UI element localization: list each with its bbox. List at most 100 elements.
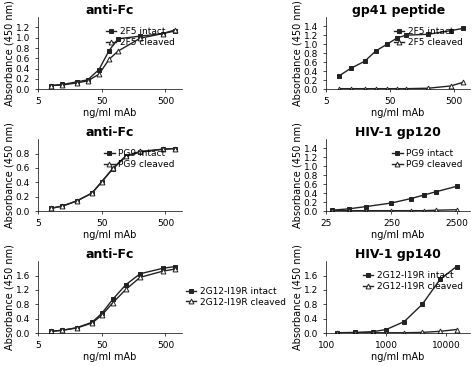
PG9 cleaved — [172, 146, 178, 151]
PG9 cleaved — [389, 209, 394, 213]
Line: 2G12-I19R cleaved: 2G12-I19R cleaved — [335, 327, 459, 335]
2G12-I19R intact — [137, 272, 143, 276]
PG9 intact — [172, 146, 178, 151]
2G12-I19R intact — [419, 302, 425, 307]
2F5 intact — [60, 82, 65, 87]
2F5 cleaved — [362, 86, 367, 91]
Y-axis label: Absorbance (450 nm): Absorbance (450 nm) — [292, 122, 302, 228]
2G12-I19R cleaved — [454, 327, 459, 332]
Line: 2F5 cleaved: 2F5 cleaved — [49, 27, 177, 88]
Legend: 2F5 intact, 2F5 cleaved: 2F5 intact, 2F5 cleaved — [105, 26, 176, 48]
2F5 cleaved — [73, 81, 79, 85]
2G12-I19R cleaved — [89, 321, 95, 325]
2G12-I19R intact — [352, 330, 358, 335]
2G12-I19R intact — [48, 329, 54, 333]
2F5 cleaved — [115, 49, 121, 53]
PG9 cleaved — [408, 209, 414, 213]
PG9 cleaved — [99, 179, 105, 184]
2F5 cleaved — [48, 83, 54, 88]
2F5 cleaved — [172, 28, 178, 32]
2G12-I19R intact — [89, 320, 95, 325]
Line: 2F5 cleaved: 2F5 cleaved — [337, 80, 465, 91]
Legend: 2G12-I19R intact, 2G12-I19R cleaved: 2G12-I19R intact, 2G12-I19R cleaved — [185, 286, 287, 307]
2F5 cleaved — [426, 86, 431, 90]
2G12-I19R cleaved — [160, 269, 165, 273]
2F5 cleaved — [403, 86, 409, 91]
PG9 cleaved — [160, 147, 165, 152]
PG9 intact — [48, 206, 54, 210]
2F5 intact — [85, 78, 91, 82]
PG9 cleaved — [110, 166, 116, 170]
2G12-I19R intact — [438, 277, 443, 281]
Title: gp41 peptide: gp41 peptide — [352, 4, 445, 17]
PG9 intact — [110, 167, 116, 171]
Y-axis label: Absorbance (450 nm): Absorbance (450 nm) — [292, 0, 302, 106]
2F5 cleaved — [96, 72, 102, 76]
PG9 cleaved — [60, 204, 65, 208]
Legend: 2G12-I19R intact, 2G12-I19R cleaved: 2G12-I19R intact, 2G12-I19R cleaved — [362, 270, 464, 292]
2F5 cleaved — [106, 57, 112, 61]
2F5 intact — [160, 31, 165, 36]
Line: 2F5 intact: 2F5 intact — [49, 29, 177, 88]
2G12-I19R cleaved — [438, 329, 443, 333]
Line: PG9 cleaved: PG9 cleaved — [49, 146, 177, 211]
PG9 intact — [433, 190, 438, 194]
2G12-I19R cleaved — [123, 287, 129, 291]
Line: PG9 cleaved: PG9 cleaved — [329, 207, 459, 213]
2F5 intact — [73, 80, 79, 84]
X-axis label: ng/ml mAb: ng/ml mAb — [372, 352, 425, 362]
Title: anti-Fc: anti-Fc — [86, 248, 134, 261]
Line: PG9 intact: PG9 intact — [329, 184, 459, 213]
PG9 cleaved — [346, 209, 352, 213]
2G12-I19R cleaved — [352, 330, 358, 335]
Y-axis label: Absorbance (450 nm): Absorbance (450 nm) — [4, 244, 14, 350]
PG9 intact — [346, 207, 352, 211]
PG9 intact — [454, 184, 459, 188]
2G12-I19R cleaved — [99, 313, 105, 317]
PG9 cleaved — [123, 153, 129, 158]
2G12-I19R intact — [60, 328, 65, 332]
PG9 cleaved — [137, 149, 143, 154]
2G12-I19R intact — [334, 330, 340, 335]
Title: HIV-1 gp140: HIV-1 gp140 — [355, 248, 441, 261]
Legend: PG9 intact, PG9 cleaved: PG9 intact, PG9 cleaved — [103, 149, 176, 170]
2G12-I19R cleaved — [60, 328, 65, 332]
2F5 intact — [115, 37, 121, 41]
2F5 intact — [426, 32, 431, 37]
PG9 intact — [363, 205, 368, 209]
X-axis label: ng/ml mAb: ng/ml mAb — [83, 230, 137, 240]
2F5 cleaved — [60, 83, 65, 87]
2F5 cleaved — [85, 79, 91, 83]
2F5 cleaved — [460, 80, 466, 85]
2G12-I19R cleaved — [110, 300, 116, 305]
2F5 cleaved — [448, 84, 454, 88]
PG9 intact — [389, 201, 394, 205]
2F5 intact — [373, 49, 379, 53]
2F5 cleaved — [384, 86, 390, 91]
Title: HIV-1 gp120: HIV-1 gp120 — [355, 126, 441, 139]
Y-axis label: Absorbance (450 nm): Absorbance (450 nm) — [4, 0, 14, 106]
PG9 cleaved — [454, 208, 459, 212]
2G12-I19R cleaved — [419, 330, 425, 335]
Legend: PG9 intact, PG9 cleaved: PG9 intact, PG9 cleaved — [391, 149, 464, 170]
X-axis label: ng/ml mAb: ng/ml mAb — [372, 230, 425, 240]
2F5 intact — [394, 36, 400, 40]
PG9 intact — [421, 193, 427, 197]
2F5 intact — [448, 29, 454, 33]
2F5 intact — [460, 26, 466, 31]
PG9 cleaved — [421, 209, 427, 213]
2G12-I19R cleaved — [383, 330, 389, 335]
2G12-I19R cleaved — [137, 275, 143, 280]
PG9 intact — [123, 154, 129, 158]
2G12-I19R cleaved — [401, 330, 407, 335]
2G12-I19R intact — [401, 320, 407, 324]
2F5 cleaved — [348, 86, 354, 91]
PG9 intact — [137, 150, 143, 154]
2F5 intact — [96, 67, 102, 72]
2F5 cleaved — [373, 86, 379, 91]
2G12-I19R intact — [454, 264, 459, 269]
2F5 intact — [362, 59, 367, 63]
2F5 intact — [172, 29, 178, 33]
2G12-I19R cleaved — [73, 326, 79, 330]
Line: PG9 intact: PG9 intact — [49, 146, 177, 211]
